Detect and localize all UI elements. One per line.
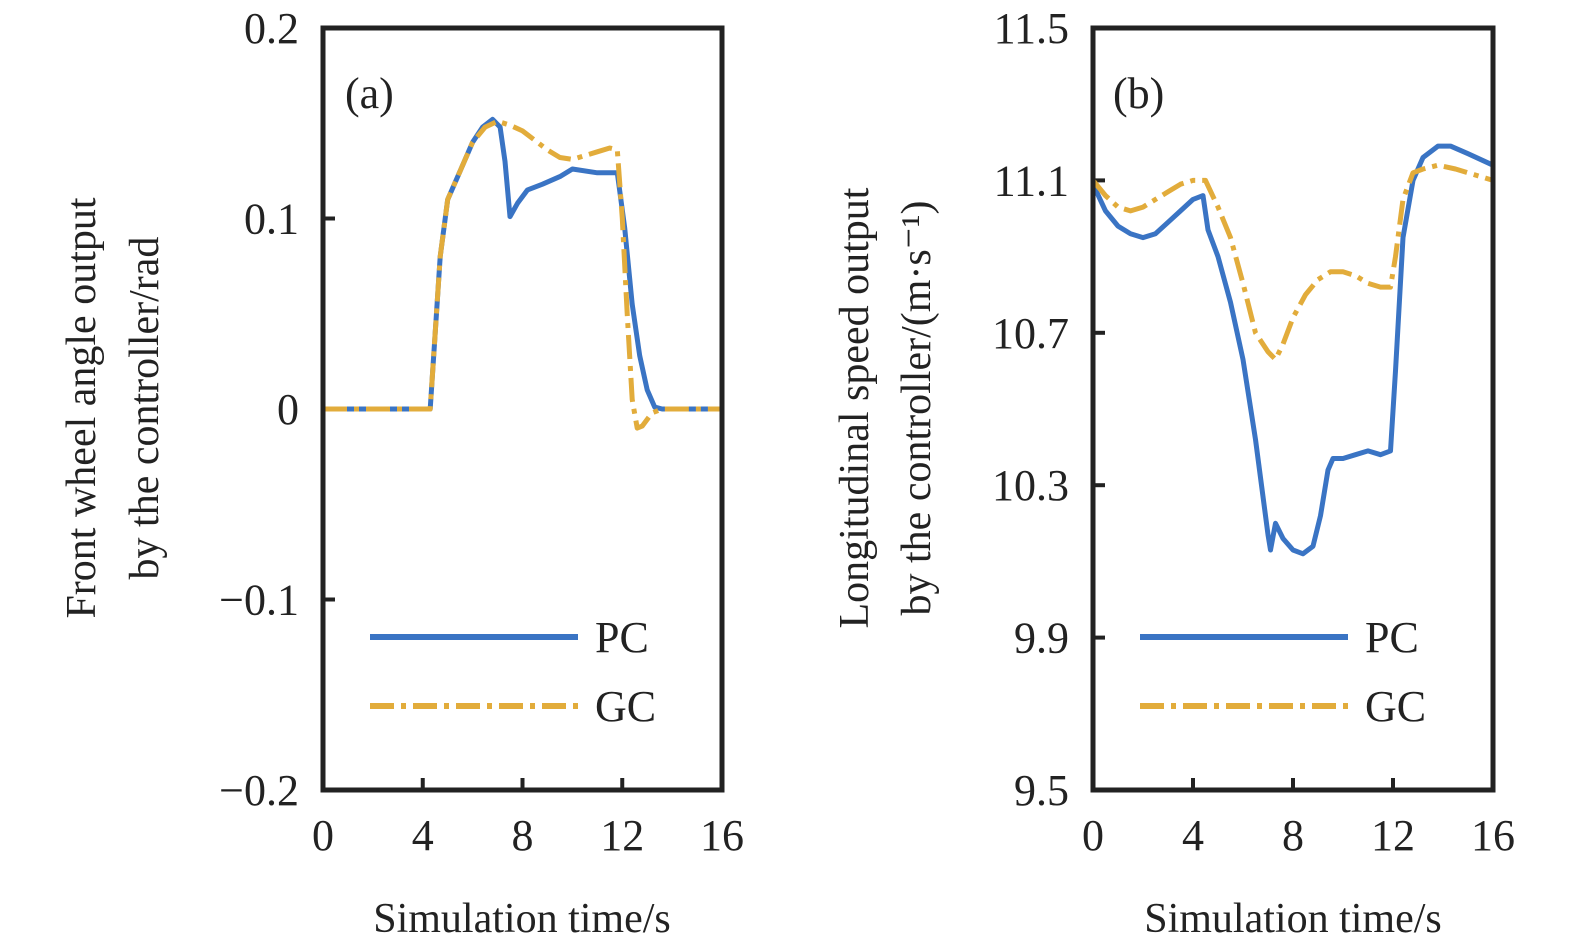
series-line-pc-b [1090, 143, 1495, 557]
plot-lines-b [1090, 143, 1495, 557]
series-line-pc-a [323, 116, 722, 412]
plot-frame-b [1090, 25, 1496, 793]
panel-b: Longitudinal speed output by the control… [832, 4, 1515, 942]
panel-label-a: (a) [345, 69, 394, 118]
y-axis-label-b-line2: by the controller/(m·s⁻¹) [894, 201, 940, 616]
y-tick-label-b: 9.9 [1014, 614, 1069, 663]
y-axis-label-a-line1: Front wheel angle output [59, 197, 105, 618]
x-tick-label-a: 4 [412, 811, 434, 860]
x-tick-label-a: 8 [512, 811, 534, 860]
y-tick-label-b: 11.1 [994, 156, 1069, 205]
panel-label-b: (b) [1113, 69, 1164, 118]
x-tick-label-b: 4 [1182, 811, 1204, 860]
legend-label-pc-a: PC [595, 613, 649, 662]
axis-ticks-a: 0 4 8 12 16 −0.2 −0.1 0 0.1 0.2 [219, 4, 744, 860]
y-axis-label-a-line2: by the controller/rad [122, 237, 168, 580]
x-tick-label-a: 16 [700, 811, 744, 860]
y-tick-label-b: 10.7 [992, 309, 1069, 358]
plot-lines-a [323, 116, 722, 431]
y-tick-label-b: 9.5 [1014, 766, 1069, 815]
panel-a: Front wheel angle output by the controll… [59, 4, 744, 942]
legend-a: PC GC [370, 613, 656, 731]
y-tick-label-a: 0.2 [244, 4, 299, 53]
legend-b: PC GC [1140, 613, 1426, 731]
x-axis-label-b: Simulation time/s [1144, 896, 1442, 942]
y-tick-label-a: −0.2 [219, 766, 299, 815]
x-tick-label-a: 0 [312, 811, 334, 860]
x-tick-label-b: 12 [1371, 811, 1415, 860]
y-tick-label-b: 10.3 [992, 461, 1069, 510]
x-tick-label-b: 8 [1282, 811, 1304, 860]
x-tick-label-b: 16 [1471, 811, 1515, 860]
y-tick-label-a: −0.1 [219, 576, 299, 625]
y-tick-label-a: 0 [277, 385, 299, 434]
plot-frame-a [320, 25, 725, 793]
series-line-gc-b [1091, 162, 1494, 362]
legend-label-gc-a: GC [595, 682, 656, 731]
series-line-gc-a [323, 118, 722, 431]
y-tick-label-a: 0.1 [244, 195, 299, 244]
x-axis-label-a: Simulation time/s [373, 896, 671, 942]
y-tick-label-b: 11.5 [994, 4, 1069, 53]
y-axis-label-b-line1: Longitudinal speed output [832, 187, 878, 628]
legend-label-pc-b: PC [1365, 613, 1419, 662]
legend-label-gc-b: GC [1365, 682, 1426, 731]
x-tick-label-b: 0 [1082, 811, 1104, 860]
x-tick-label-a: 12 [600, 811, 644, 860]
